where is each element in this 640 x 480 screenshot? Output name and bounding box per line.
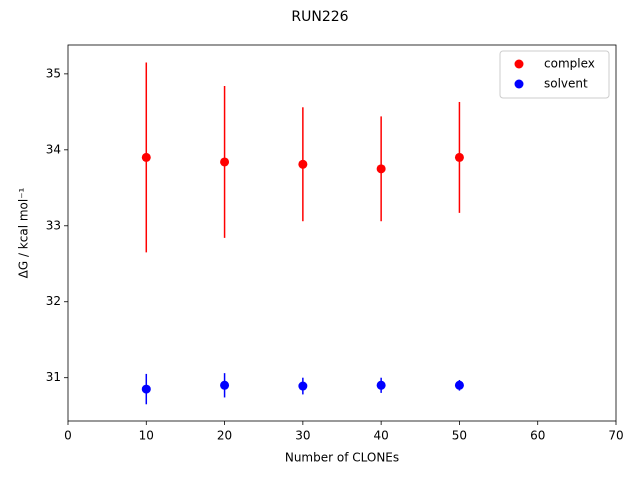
x-tick-label: 10	[139, 429, 154, 443]
y-axis-label: ΔG / kcal mol⁻¹	[17, 187, 31, 278]
y-tick-label: 32	[46, 294, 61, 308]
x-tick-label: 20	[217, 429, 232, 443]
chart-title: RUN226	[291, 9, 348, 25]
legend-marker	[514, 59, 524, 69]
x-tick-label: 0	[64, 429, 72, 443]
x-tick-label: 50	[452, 429, 467, 443]
legend-label: solvent	[544, 77, 588, 91]
x-tick-label: 70	[608, 429, 623, 443]
point	[220, 380, 230, 390]
y-tick-label: 34	[46, 142, 61, 156]
point	[220, 157, 230, 167]
x-tick-label: 60	[530, 429, 545, 443]
y-tick-label: 35	[46, 66, 61, 80]
y-tick-label: 31	[46, 370, 61, 384]
legend-marker	[514, 79, 524, 89]
point	[376, 380, 386, 390]
y-tick-label: 33	[46, 218, 61, 232]
x-axis-label: Number of CLONEs	[285, 451, 399, 465]
point	[454, 380, 464, 390]
point	[141, 152, 151, 162]
point	[454, 152, 464, 162]
point	[298, 381, 308, 391]
plot-frame	[67, 44, 617, 422]
point	[298, 159, 308, 169]
legend-label: complex	[544, 57, 595, 71]
point	[141, 384, 151, 394]
x-tick-label: 30	[295, 429, 310, 443]
point	[376, 164, 386, 174]
legend-box	[499, 50, 610, 99]
x-tick-label: 40	[374, 429, 389, 443]
